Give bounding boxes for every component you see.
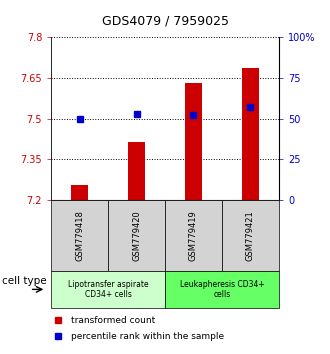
Bar — [71, 185, 88, 200]
Text: Lipotransfer aspirate
CD34+ cells: Lipotransfer aspirate CD34+ cells — [68, 280, 148, 299]
Bar — [185, 83, 202, 200]
Bar — [128, 142, 145, 200]
Text: GSM779420: GSM779420 — [132, 210, 141, 261]
Text: GSM779419: GSM779419 — [189, 210, 198, 261]
Text: transformed count: transformed count — [71, 316, 155, 325]
Text: Leukapheresis CD34+
cells: Leukapheresis CD34+ cells — [180, 280, 264, 299]
Text: cell type: cell type — [2, 275, 46, 286]
Text: GSM779421: GSM779421 — [246, 210, 255, 261]
Text: percentile rank within the sample: percentile rank within the sample — [71, 332, 224, 341]
Text: GDS4079 / 7959025: GDS4079 / 7959025 — [102, 14, 228, 27]
Bar — [242, 68, 259, 200]
Text: GSM779418: GSM779418 — [75, 210, 84, 261]
